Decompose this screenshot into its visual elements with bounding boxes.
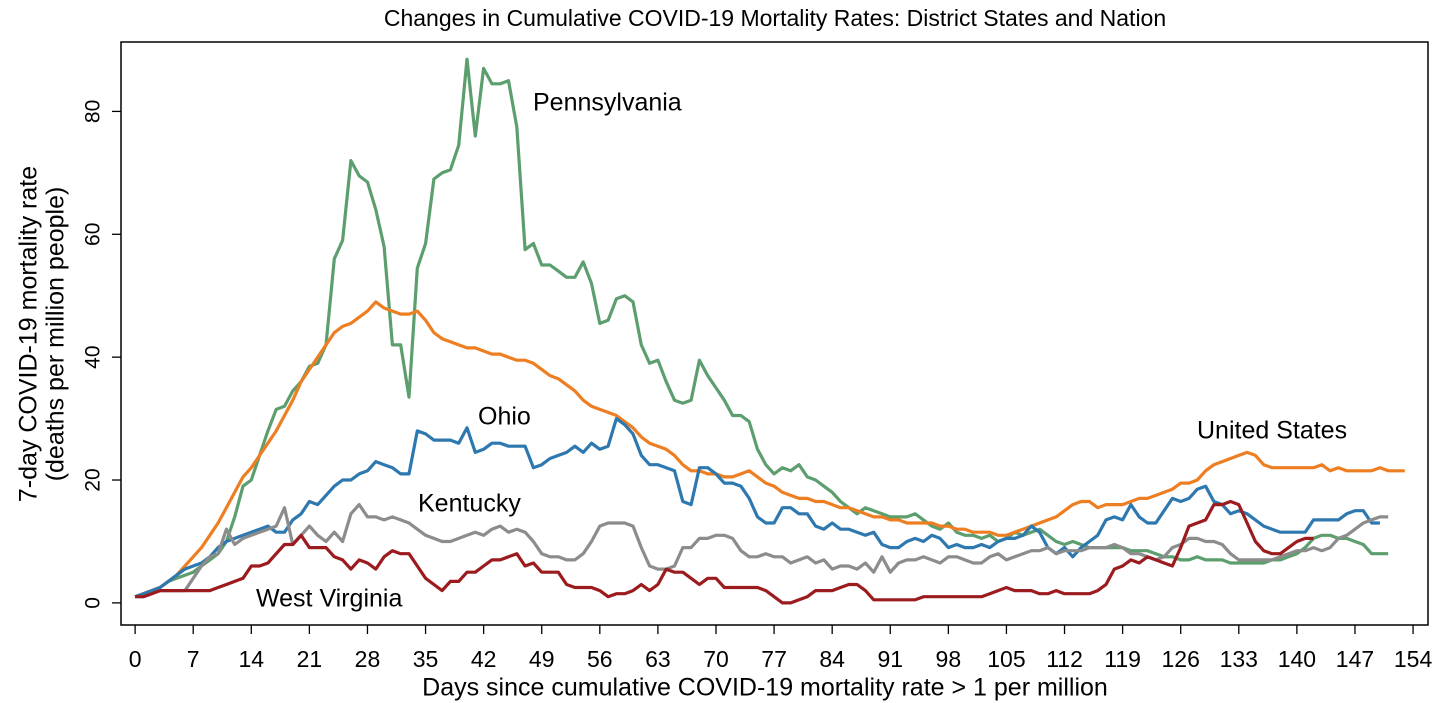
x-tick-label: 21 — [297, 646, 323, 672]
series-label: West Virginia — [256, 585, 402, 613]
x-tick-label: 140 — [1278, 646, 1316, 672]
y-tick-label: 20 — [82, 468, 105, 491]
series-line — [134, 300, 1405, 599]
series-label: Kentucky — [418, 490, 521, 518]
x-tick-label: 105 — [987, 646, 1025, 672]
x-tick-label: 84 — [819, 646, 845, 672]
x-tick-label: 119 — [1104, 646, 1141, 672]
x-tick-label: 63 — [645, 646, 671, 672]
x-tick-label: 49 — [529, 646, 555, 672]
y-tick-label: 80 — [82, 100, 105, 123]
x-tick-label: 112 — [1046, 646, 1083, 672]
series-line — [135, 503, 1389, 599]
y-tick-label: 40 — [82, 345, 105, 368]
x-tick-label: 35 — [413, 646, 439, 672]
x-tick-label: 7 — [187, 646, 200, 672]
x-tick-label: 70 — [703, 646, 729, 672]
series-label: Pennsylvania — [533, 89, 682, 117]
series-label: United States — [1197, 417, 1347, 445]
y-tick-label: 0 — [82, 597, 105, 609]
y-tick-label: 60 — [82, 223, 105, 246]
series-label: Ohio — [478, 403, 531, 431]
y-axis-title: 7-day COVID-19 mortality rate — [15, 166, 43, 502]
x-tick-label: 126 — [1162, 646, 1200, 672]
x-tick-label: 98 — [936, 646, 962, 672]
chart-title: Changes in Cumulative COVID-19 Mortality… — [384, 5, 1166, 31]
x-tick-label: 154 — [1394, 646, 1433, 672]
x-tick-label: 42 — [471, 646, 497, 672]
x-tick-label: 77 — [761, 646, 787, 672]
x-tick-label: 133 — [1220, 646, 1258, 672]
x-tick-label: 0 — [129, 646, 142, 672]
y-axis-title: (deaths per million people) — [42, 187, 70, 482]
x-tick-label: 147 — [1336, 646, 1374, 672]
x-axis-title: Days since cumulative COVID-19 mortality… — [422, 674, 1108, 702]
series-line — [135, 499, 1314, 605]
x-tick-label: 14 — [238, 646, 264, 672]
x-tick-label: 91 — [877, 646, 903, 672]
series-line — [134, 57, 1389, 599]
series-line — [134, 417, 1380, 599]
x-tick-label: 28 — [355, 646, 381, 672]
x-tick-label: 56 — [587, 646, 613, 672]
